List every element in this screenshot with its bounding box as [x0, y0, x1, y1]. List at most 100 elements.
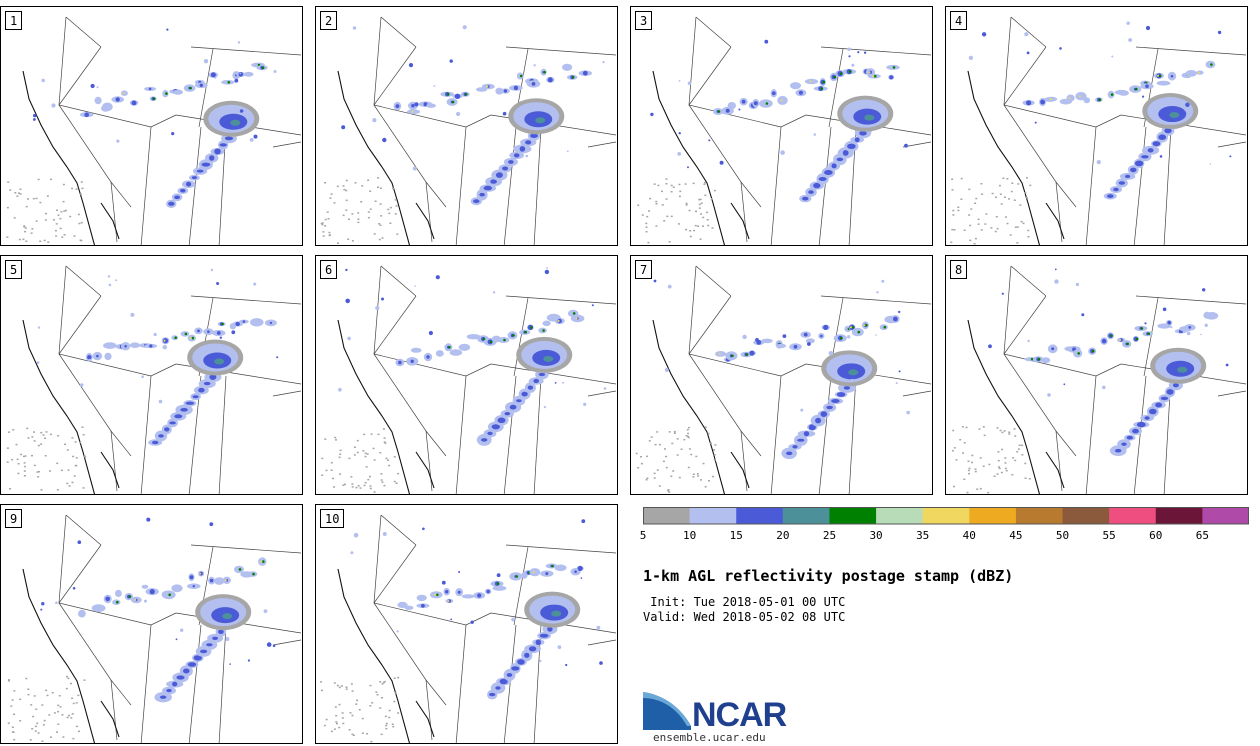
isolated-cell	[664, 368, 669, 372]
echo-light	[790, 82, 801, 90]
light-echo	[393, 456, 396, 458]
echo-moderate	[749, 350, 755, 356]
colorbar-tick-label: 45	[1009, 529, 1023, 542]
coastline	[652, 319, 726, 494]
echo-light	[1041, 357, 1051, 364]
echo-intense	[122, 92, 125, 95]
echo-core	[230, 119, 241, 126]
echo-moderate	[818, 177, 827, 181]
light-echo	[335, 439, 337, 441]
light-echo	[363, 484, 366, 487]
isolated-cell	[848, 55, 851, 58]
light-echo	[46, 694, 49, 697]
echo-moderate	[96, 354, 99, 358]
light-echo	[342, 214, 345, 217]
echo-moderate	[771, 91, 776, 96]
echo-moderate	[411, 104, 415, 108]
light-echo	[687, 436, 690, 439]
light-echo	[39, 201, 42, 204]
echo-intense	[850, 326, 852, 329]
echo-moderate	[201, 162, 211, 167]
light-echo	[44, 219, 47, 221]
light-echo	[1009, 234, 1012, 236]
echo-light	[141, 584, 149, 589]
light-echo	[391, 723, 394, 725]
echo-strong	[261, 66, 265, 69]
light-echo	[340, 685, 343, 687]
echo-strong	[168, 593, 171, 597]
light-echo	[976, 488, 979, 490]
state-border	[373, 265, 492, 377]
echo-moderate	[158, 434, 164, 438]
echo-strong	[840, 336, 843, 340]
echo-moderate	[889, 75, 894, 80]
light-echo	[58, 695, 61, 697]
isolated-cell	[539, 659, 542, 663]
light-echo	[667, 489, 670, 492]
light-echo	[66, 675, 68, 678]
map-panel-4: 4	[945, 6, 1248, 246]
echo-moderate	[847, 143, 856, 149]
light-echo	[979, 457, 982, 459]
coastline	[100, 202, 120, 240]
state-border	[688, 265, 807, 377]
light-echo	[328, 234, 331, 237]
echo-moderate	[166, 688, 172, 693]
isolated-cell	[239, 72, 242, 75]
echo-strong	[262, 560, 265, 563]
echo-intense	[1198, 71, 1200, 74]
echo-light	[104, 352, 112, 361]
colorbar-swatch	[876, 507, 924, 524]
light-echo	[51, 692, 54, 694]
light-echo	[1004, 467, 1007, 470]
light-echo	[974, 470, 977, 473]
light-echo	[15, 443, 18, 446]
echo-moderate	[836, 392, 846, 397]
echo-moderate	[219, 143, 227, 147]
map-panel-6: 6	[315, 255, 618, 495]
echo-moderate	[487, 431, 493, 436]
light-echo	[38, 470, 40, 473]
echo-moderate	[513, 153, 520, 158]
map	[635, 265, 932, 494]
light-echo	[11, 458, 14, 461]
echo-moderate	[1051, 347, 1055, 351]
colorbar-tick-label: 50	[1055, 529, 1070, 542]
light-echo	[372, 447, 375, 450]
echo-light	[1156, 80, 1171, 86]
echo-core	[214, 358, 225, 365]
light-echo	[1004, 462, 1007, 464]
light-echo	[369, 190, 372, 192]
light-echo	[1005, 469, 1008, 472]
echo-moderate	[209, 155, 215, 161]
echo-moderate	[212, 636, 219, 640]
echo-moderate	[792, 445, 798, 449]
light-echo	[13, 738, 16, 741]
echo-strong	[174, 336, 177, 339]
coastline	[730, 202, 750, 240]
light-echo	[74, 441, 77, 443]
light-echo	[53, 712, 56, 714]
light-echo	[646, 215, 649, 218]
isolated-cell	[116, 139, 120, 143]
isolated-cell	[51, 103, 56, 108]
state-border	[1085, 126, 1097, 245]
light-echo	[54, 229, 57, 232]
echo-moderate	[224, 136, 234, 141]
colorbar-swatch	[922, 507, 970, 524]
light-echo	[974, 468, 977, 470]
light-echo	[704, 486, 707, 488]
light-echo	[667, 489, 670, 491]
echo-moderate	[454, 93, 461, 100]
isolated-cell	[1063, 383, 1066, 386]
light-echo	[320, 222, 323, 225]
echo-intense	[718, 352, 721, 355]
light-echo	[56, 462, 59, 465]
light-echo	[1014, 459, 1017, 462]
isolated-cell	[988, 344, 992, 349]
map	[951, 265, 1247, 494]
isolated-cell	[1126, 21, 1130, 25]
light-echo	[977, 223, 980, 225]
echo-moderate	[209, 578, 214, 583]
light-echo	[364, 452, 367, 455]
